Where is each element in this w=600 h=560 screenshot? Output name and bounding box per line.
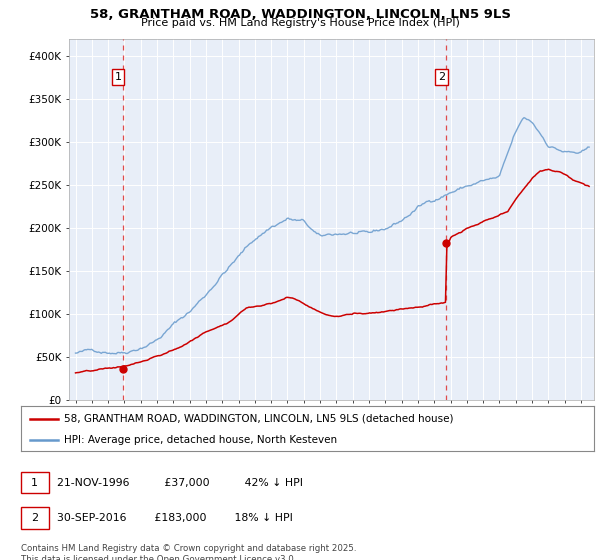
Text: 1: 1	[115, 72, 121, 82]
Text: Price paid vs. HM Land Registry's House Price Index (HPI): Price paid vs. HM Land Registry's House …	[140, 18, 460, 29]
Text: 2: 2	[31, 513, 38, 523]
Text: 21-NOV-1996          £37,000          42% ↓ HPI: 21-NOV-1996 £37,000 42% ↓ HPI	[57, 478, 303, 488]
Text: Contains HM Land Registry data © Crown copyright and database right 2025.
This d: Contains HM Land Registry data © Crown c…	[21, 544, 356, 560]
Text: 58, GRANTHAM ROAD, WADDINGTON, LINCOLN, LN5 9LS (detached house): 58, GRANTHAM ROAD, WADDINGTON, LINCOLN, …	[64, 413, 454, 423]
Text: 30-SEP-2016        £183,000        18% ↓ HPI: 30-SEP-2016 £183,000 18% ↓ HPI	[57, 513, 293, 523]
Text: 58, GRANTHAM ROAD, WADDINGTON, LINCOLN, LN5 9LS: 58, GRANTHAM ROAD, WADDINGTON, LINCOLN, …	[89, 8, 511, 21]
Text: 2: 2	[438, 72, 445, 82]
Text: HPI: Average price, detached house, North Kesteven: HPI: Average price, detached house, Nort…	[64, 435, 337, 445]
Text: 1: 1	[31, 478, 38, 488]
